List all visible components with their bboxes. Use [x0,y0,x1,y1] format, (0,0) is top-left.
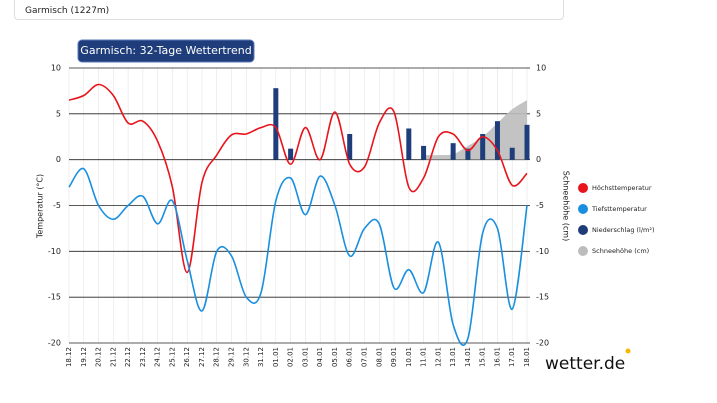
y2-tick-label: -20 [536,339,549,348]
precip-bar [406,128,412,160]
y2-tick-label: 10 [536,64,546,73]
x-tick-label: 04.01 [316,347,324,367]
legend-swatch [578,225,588,235]
x-tick-label: 24.12 [154,347,162,367]
precip-bar [509,147,515,160]
x-tick-label: 21.12 [109,347,117,367]
precip-bar [273,88,279,160]
y2-axis-label: Schneehöhe (cm) [562,171,571,241]
x-tick-label: 15.01 [479,347,487,367]
x-tick-label: 08.01 [375,347,383,367]
y-tick-label: -5 [53,201,61,210]
x-tick-label: 11.01 [420,347,428,367]
x-tick-label: 22.12 [124,347,132,367]
temp-line [68,83,528,274]
x-tick-label: 18.01 [523,347,531,367]
temp-line [68,167,528,346]
precip-bar [494,121,500,160]
x-tick-label: 25.12 [168,347,176,367]
x-tick-label: 28.12 [213,347,221,367]
precip-bar [421,145,427,160]
x-tick-label: 12.01 [434,347,442,367]
y-tick-label: -10 [48,247,61,256]
x-tick-label: 17.01 [508,347,516,367]
precip-bar [450,143,456,160]
y-tick-label: 10 [51,64,61,73]
x-tick-label: 05.01 [331,347,339,367]
y2-tick-label: 5 [536,109,541,118]
x-tick-label: 23.12 [139,347,147,367]
legend-label: Niederschlag (l/m²) [592,226,655,234]
logo: wetter.de [545,354,625,374]
y-tick-label: 0 [56,155,61,164]
x-tick-label: 27.12 [198,347,206,367]
logo-dot [625,348,631,354]
x-tick-label: 10.01 [405,347,413,367]
x-tick-label: 18.12 [65,347,73,367]
x-tick-label: 20.12 [95,347,103,367]
y-tick-label: 5 [56,109,61,118]
x-tick-label: 02.01 [287,347,295,367]
x-tick-label: 26.12 [183,347,191,367]
y2-tick-label: -5 [536,201,544,210]
x-tick-label: 13.01 [449,347,457,367]
chart-title: Garmisch: 32-Tage Wettertrend [80,44,251,57]
y2-tick-label: -15 [536,293,549,302]
precip-bar [465,148,471,160]
y-axis-label: Temperatur (°C) [36,174,45,239]
precip-bar [524,124,530,160]
x-tick-label: 16.01 [493,347,501,367]
y-tick-label: -20 [48,339,61,348]
x-tick-label: 31.12 [257,347,265,367]
x-tick-label: 14.01 [464,347,472,367]
y-tick-label: -15 [48,293,61,302]
x-tick-label: 30.12 [242,347,250,367]
location-box: Garmisch (1227m) [14,0,564,20]
precip-bar [288,148,294,160]
legend-label: Höchsttemperatur [592,184,652,192]
legend-swatch [578,204,588,214]
legend-label: Tiefsttemperatur [591,205,647,213]
snow-area [423,100,527,160]
precip-bar [480,134,486,160]
precip-bar [347,134,353,160]
x-tick-label: 07.01 [360,347,368,367]
y2-tick-label: -10 [536,247,549,256]
title-badge [77,39,255,63]
x-tick-label: 06.01 [346,347,354,367]
x-tick-label: 03.01 [301,347,309,367]
x-tick-label: 19.12 [80,347,88,367]
x-tick-label: 29.12 [228,347,236,367]
x-tick-label: 01.01 [272,347,280,367]
legend-swatch [578,183,588,193]
legend-swatch [578,246,588,256]
legend-label: Schneehöhe (cm) [592,247,649,255]
x-tick-label: 09.01 [390,347,398,367]
y2-tick-label: 0 [536,155,541,164]
